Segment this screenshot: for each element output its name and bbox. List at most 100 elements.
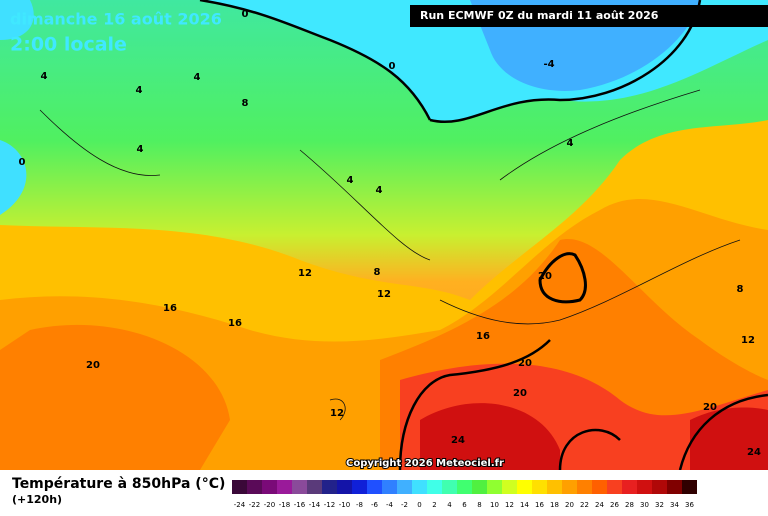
scale-swatch: [457, 480, 472, 494]
scale-label: 28: [625, 501, 634, 509]
contour-label: 4: [347, 175, 354, 186]
scale-swatch: [277, 480, 292, 494]
contour-label: 16: [476, 331, 490, 342]
scale-label: 20: [565, 501, 574, 509]
scale-swatch: [307, 480, 322, 494]
scale-swatch: [532, 480, 547, 494]
scale-swatch: [247, 480, 262, 494]
scale-swatch: [622, 480, 637, 494]
scale-swatch: [667, 480, 682, 494]
scale-swatch: [337, 480, 352, 494]
footer-title: Température à 850hPa (°C): [12, 476, 225, 492]
scale-swatch: [652, 480, 667, 494]
scale-swatch: [292, 480, 307, 494]
scale-swatch: [367, 480, 382, 494]
scale-swatch: [397, 480, 412, 494]
footer-lead: (+120h): [12, 493, 62, 506]
scale-swatch: [502, 480, 517, 494]
scale-label: 12: [505, 501, 514, 509]
scale-swatch: [352, 480, 367, 494]
scale-swatch: [487, 480, 502, 494]
scale-swatch: [262, 480, 277, 494]
contour-label: 0: [389, 61, 396, 72]
contour-label: 12: [377, 289, 391, 300]
scale-swatch: [427, 480, 442, 494]
scale-swatch: [562, 480, 577, 494]
scale-label: -14: [309, 501, 321, 509]
scale-swatch: [577, 480, 592, 494]
coastline: [39, 89, 741, 421]
scale-label: 32: [655, 501, 664, 509]
color-scale: -24 -22 -20 -18 -16 -14 -12 -10 -8 -6 -4 -2 0 2 4 6 8 10 1…: [232, 480, 697, 509]
run-label: Run ECMWF 0Z du mardi 11 août 2026: [420, 9, 659, 22]
scale-label: -2: [401, 501, 408, 509]
scale-label: 14: [520, 501, 529, 509]
scale-label: -24: [234, 501, 246, 509]
date-label: dimanche 16 août 2026: [10, 10, 222, 29]
isotherm-24: [398, 339, 768, 471]
contour-label: 24: [451, 435, 465, 446]
contour-label: 4: [41, 71, 48, 82]
scale-label: -8: [356, 501, 363, 509]
scale-label: 18: [550, 501, 559, 509]
contour-label: 4: [136, 85, 143, 96]
scale-label: 6: [462, 501, 467, 509]
scale-label: 16: [535, 501, 544, 509]
scale-swatch: [547, 480, 562, 494]
contour-label: 20: [703, 402, 717, 413]
scale-swatch: [517, 480, 532, 494]
scale-label: -22: [249, 501, 260, 509]
scale-label: 4: [447, 501, 452, 509]
scale-swatch: [682, 480, 697, 494]
scale-label: -10: [339, 501, 350, 509]
contour-label: 4: [376, 185, 383, 196]
scale-label: 30: [640, 501, 649, 509]
scale-label: -16: [294, 501, 306, 509]
contour-label: 20: [518, 358, 532, 369]
copyright: Copyright 2026 Meteociel.fr: [346, 458, 504, 469]
footer: Température à 850hPa (°C) (+120h) -24 -22…: [0, 470, 768, 512]
contour-label: 24: [747, 447, 761, 458]
extreme-region: [420, 403, 768, 470]
contour-label: 4: [567, 138, 574, 149]
scale-swatch: [472, 480, 487, 494]
run-banner: [410, 5, 768, 27]
contour-label: 0: [19, 157, 26, 168]
contour-label: 8: [737, 284, 744, 295]
contour-label: 12: [330, 408, 344, 419]
contour-label: 16: [228, 318, 242, 329]
scale-swatch: [322, 480, 337, 494]
contour-label: 4: [137, 144, 144, 155]
scale-label: 2: [432, 501, 436, 509]
scale-label: 36: [685, 501, 694, 509]
zero-isotherm: [199, 0, 702, 123]
time-label: 2:00 locale: [10, 34, 127, 56]
scale-swatch: [607, 480, 622, 494]
cold-patch: [0, 0, 34, 215]
contour-label: 12: [741, 335, 755, 346]
contour-labels: 0 0 -4 4 4 4 8 0 4 4 4 4 12 8 12 16 16 1…: [19, 9, 761, 458]
map: Run ECMWF 0Z du mardi 11 août 2026 diman…: [0, 0, 768, 471]
scale-swatch: [592, 480, 607, 494]
scale-label: -6: [371, 501, 379, 509]
scale-label: 22: [580, 501, 589, 509]
scale-swatch: [442, 480, 457, 494]
scale-label: 8: [477, 501, 481, 509]
scale-label: -18: [279, 501, 290, 509]
scale-label: -4: [386, 501, 394, 509]
scale-swatch: [382, 480, 397, 494]
contour-label: 8: [374, 267, 381, 278]
contour-label: 0: [242, 9, 249, 20]
scale-swatch: [637, 480, 652, 494]
contour-label: 4: [194, 72, 201, 83]
isotherm-20: [538, 252, 587, 304]
scale-label: -20: [264, 501, 275, 509]
scale-label: 0: [417, 501, 421, 509]
contour-label: -4: [543, 59, 554, 70]
contour-label: 16: [163, 303, 177, 314]
scale-label: 24: [595, 501, 604, 509]
scale-label: -12: [324, 501, 335, 509]
contour-label: 20: [538, 271, 552, 282]
scale-swatch: [412, 480, 427, 494]
contour-label: 12: [298, 268, 312, 279]
